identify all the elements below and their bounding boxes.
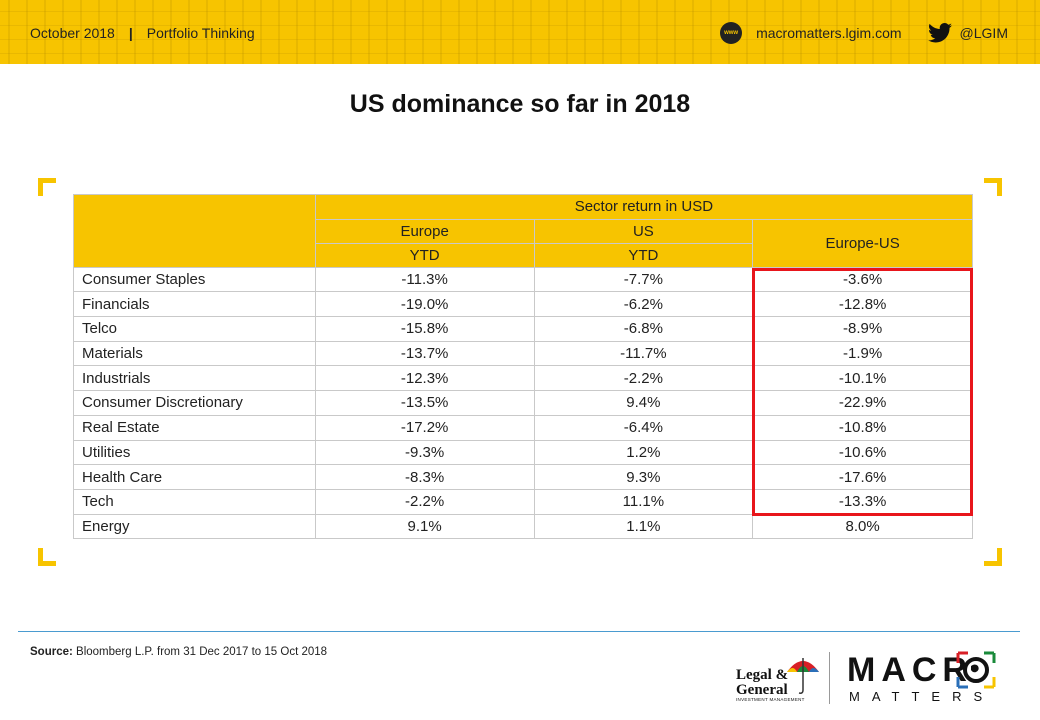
sector-cell: Financials (73, 291, 316, 318)
europe-ytd-cell: -13.7% (314, 340, 535, 367)
logo-divider (829, 652, 830, 704)
table-subheader-row-2: YTD YTD (74, 242, 973, 268)
table-header-row: Sector return in USD (73, 194, 974, 268)
table-row: Real Estate -17.2% -6.4% -10.8% (73, 414, 973, 441)
lg-logo-line2: General (736, 682, 788, 698)
sector-cell: Industrials (73, 365, 316, 392)
sector-cell: Energy (73, 513, 316, 540)
europe-ytd-cell: -12.3% (314, 365, 535, 392)
us-ytd-cell: -7.7% (533, 266, 754, 293)
europe-ytd-cell: -8.3% (314, 464, 535, 490)
europe-us-cell: -13.3% (752, 488, 973, 515)
sector-cell: Health Care (73, 464, 316, 490)
group-header: Sector return in USD (314, 194, 974, 220)
table-row: Energy 9.1% 1.1% 8.0% (73, 513, 973, 540)
header-series: Portfolio Thinking (146, 25, 255, 41)
col-subheader-us: YTD (533, 242, 754, 268)
corner-bracket-bottom-right (984, 548, 1002, 566)
table-body: Consumer Staples -11.3% -7.7% -3.6% Financia… (73, 266, 973, 540)
us-ytd-cell: -6.2% (533, 291, 754, 318)
table-row: Materials -13.7% -11.7% -1.9% (73, 340, 973, 367)
header-right: www macromatters.lgim.com @LGIM (720, 22, 1008, 44)
twitter-handle[interactable]: @LGIM (959, 25, 1008, 41)
table-row: Financials -19.0% -6.2% -12.8% (73, 291, 973, 318)
globe-o-icon (956, 651, 996, 689)
www-icon: www (720, 22, 743, 44)
europe-us-cell: -8.9% (752, 316, 973, 342)
lg-logo-line1: Legal & (736, 667, 789, 683)
header-pattern (0, 0, 1040, 64)
sector-cell: Consumer Discretionary (73, 390, 316, 416)
umbrella-icon (787, 658, 819, 694)
sector-cell: Telco (73, 316, 316, 342)
sector-cell: Consumer Staples (73, 266, 316, 293)
header-band: October 2018 | Portfolio Thinking www macr… (0, 0, 1040, 64)
col-subheader-europe: YTD (314, 242, 535, 268)
col-header-us: US (533, 218, 754, 244)
table-subheader-row-1: Europe US Europe-US (74, 218, 973, 268)
europe-ytd-cell: -9.3% (314, 439, 535, 466)
europe-us-cell: -22.9% (752, 390, 973, 416)
macro-matters-word: MACR (847, 651, 973, 689)
europe-us-cell: -17.6% (752, 464, 973, 490)
lg-logo-text: Legal & General (736, 668, 788, 698)
us-ytd-cell: 11.1% (533, 488, 754, 515)
table-row: Industrials -12.3% -2.2% -10.1% (73, 365, 973, 392)
europe-us-cell: -10.8% (752, 414, 973, 441)
us-ytd-cell: -11.7% (533, 340, 754, 367)
col-header-europe-us: Europe-US (752, 218, 973, 268)
sector-cell: Utilities (73, 439, 316, 466)
europe-us-cell: 8.0% (752, 513, 973, 540)
footer-rule (18, 631, 1020, 632)
us-ytd-cell: 1.2% (533, 439, 754, 466)
europe-ytd-cell: -19.0% (314, 291, 535, 318)
europe-us-cell: -10.6% (752, 439, 973, 466)
europe-us-cell: -1.9% (752, 340, 973, 367)
us-ytd-cell: 9.3% (533, 464, 754, 490)
europe-ytd-cell: -13.5% (314, 390, 535, 416)
table-row: Tech -2.2% 11.1% -13.3% (73, 488, 973, 515)
europe-ytd-cell: -2.2% (314, 488, 535, 515)
header-date: October 2018 (30, 25, 115, 41)
europe-ytd-cell: 9.1% (314, 513, 535, 540)
europe-ytd-cell: -11.3% (314, 266, 535, 293)
matters-word: MATTERS (849, 689, 995, 704)
sector-cell: Materials (73, 340, 316, 367)
europe-us-cell: -3.6% (752, 266, 973, 293)
corner-bracket-top-right (984, 178, 1002, 196)
table-row: Telco -15.8% -6.8% -8.9% (73, 316, 973, 342)
website-link[interactable]: macromatters.lgim.com (756, 25, 902, 41)
corner-bracket-bottom-left (38, 548, 56, 566)
us-ytd-cell: -6.8% (533, 316, 754, 342)
sector-cell: Tech (73, 488, 316, 515)
europe-us-cell: -10.1% (752, 365, 973, 392)
us-ytd-cell: 1.1% (533, 513, 754, 540)
us-ytd-cell: -6.4% (533, 414, 754, 441)
sector-cell: Real Estate (73, 414, 316, 441)
us-ytd-cell: -2.2% (533, 365, 754, 392)
source-text: Bloomberg L.P. from 31 Dec 2017 to 15 Oc… (76, 646, 328, 658)
europe-ytd-cell: -17.2% (314, 414, 535, 441)
source-label: Source: (30, 646, 73, 658)
table-row: Consumer Staples -11.3% -7.7% -3.6% (73, 266, 973, 293)
table-row: Consumer Discretionary -13.5% 9.4% -22.9% (73, 390, 973, 416)
europe-ytd-cell: -15.8% (314, 316, 535, 342)
source-note: Source: Bloomberg L.P. from 31 Dec 2017 … (30, 646, 327, 658)
page-title: US dominance so far in 2018 (349, 90, 691, 118)
col-header-europe: Europe (314, 218, 535, 244)
header-sector-cell (73, 194, 316, 268)
table-row: Health Care -8.3% 9.3% -17.6% (73, 464, 973, 490)
table-row: Utilities -9.3% 1.2% -10.6% (73, 439, 973, 466)
sector-returns-table: Sector return in USD Europe US Europe-US… (73, 194, 974, 540)
header-separator: | (128, 25, 133, 41)
lg-logo-sub: INVESTMENT MANAGEMENT (736, 697, 805, 702)
us-ytd-cell: 9.4% (533, 390, 754, 416)
header-left: October 2018 | Portfolio Thinking (30, 25, 255, 41)
corner-bracket-top-left (38, 178, 56, 196)
twitter-icon[interactable] (927, 23, 952, 43)
europe-us-cell: -12.8% (752, 291, 973, 318)
